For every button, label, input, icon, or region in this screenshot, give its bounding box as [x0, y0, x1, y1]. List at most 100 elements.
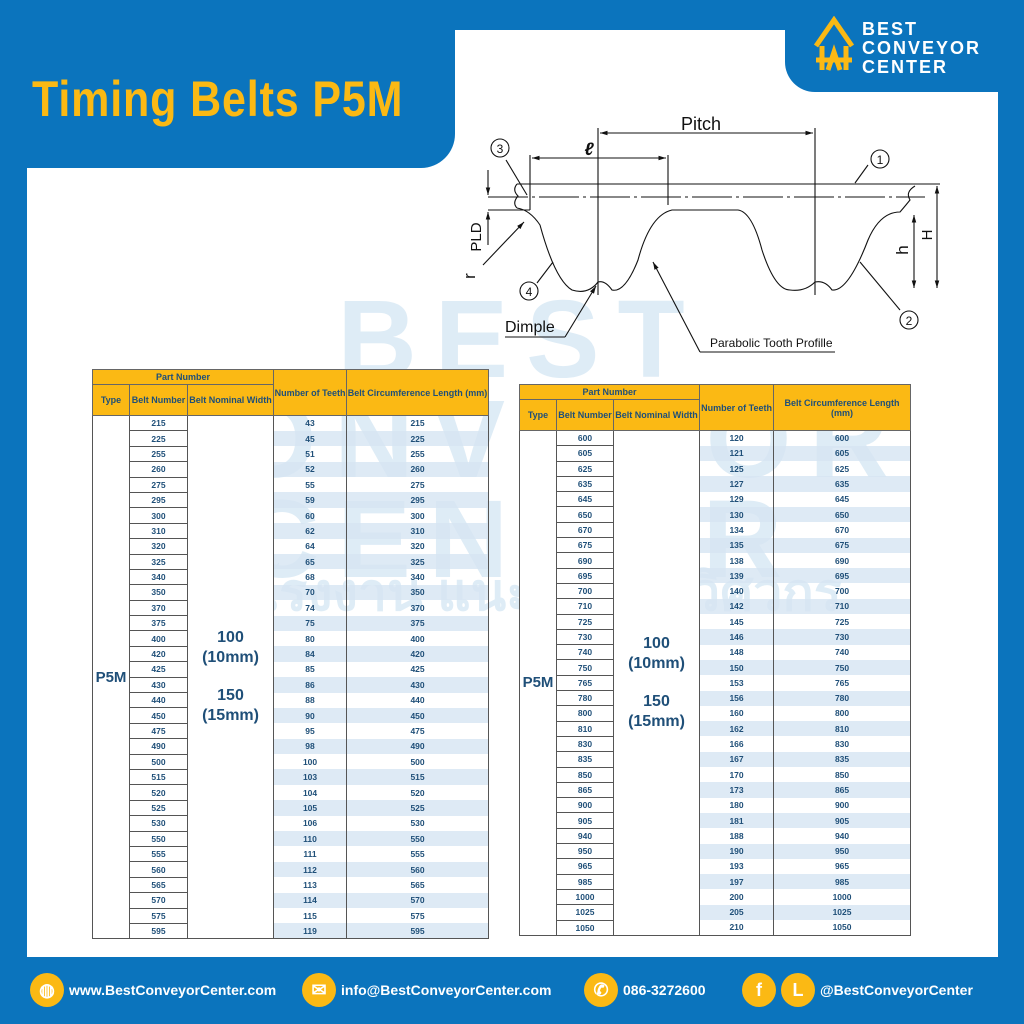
circumference-cell: 550: [346, 831, 490, 847]
teeth-cell: 142: [699, 598, 775, 615]
teeth-cell: 173: [699, 782, 775, 798]
belt-number-cell: 940: [556, 827, 614, 845]
belt-number-cell: 965: [556, 858, 614, 875]
circumference-cell: 325: [346, 554, 490, 570]
circumference-cell: 215: [346, 415, 490, 431]
table-row: 310 62 310: [93, 522, 490, 540]
belt-number-cell: 560: [129, 861, 188, 878]
belt-number-cell: 905: [556, 812, 614, 829]
table-row: 605 121 605: [520, 445, 912, 462]
belt-number-cell: 1000: [556, 888, 614, 906]
table-row: 450 90 450: [93, 707, 490, 724]
teeth-cell: 84: [273, 646, 348, 662]
teeth-cell: 170: [699, 767, 775, 783]
table-row: 835 167 835: [520, 751, 912, 768]
teeth-cell: 129: [699, 491, 775, 507]
table-row: 850 170 850: [520, 766, 912, 783]
circumference-cell: 730: [773, 629, 912, 645]
teeth-cell: 106: [273, 815, 348, 832]
table-row: 950 190 950: [520, 843, 912, 860]
circumference-cell: 450: [346, 707, 490, 724]
footer-phone[interactable]: ✆ 086-3272600: [584, 973, 706, 1007]
belt-number-cell: 605: [556, 445, 614, 462]
table-row: 300 60 300: [93, 507, 490, 524]
footer-website[interactable]: ◍ www.BestConveyorCenter.com: [30, 973, 276, 1007]
dimple-label: Dimple: [505, 319, 555, 336]
table-row: 515 103 515: [93, 768, 490, 786]
teeth-cell: 70: [273, 584, 348, 601]
teeth-cell: 114: [273, 892, 348, 908]
circumference-cell: 905: [773, 812, 912, 829]
belt-number-cell: 625: [556, 460, 614, 477]
circumference-cell: 1025: [773, 904, 912, 920]
teeth-cell: 115: [273, 908, 348, 924]
callout-2: 2: [906, 314, 913, 328]
belt-number-cell: 275: [129, 476, 188, 493]
teeth-cell: 74: [273, 600, 348, 616]
teeth-cell: 65: [273, 554, 348, 570]
circumference-cell: 560: [346, 861, 490, 878]
circumference-cell: 565: [346, 877, 490, 893]
belt-number-cell: 525: [129, 799, 188, 817]
email-link[interactable]: info@BestConveyorCenter.com: [341, 982, 552, 998]
table-row: 260 52 260: [93, 461, 490, 478]
table-row: 400 80 400: [93, 630, 490, 647]
table-row: 830 166 830: [520, 735, 912, 753]
belt-number-cell: 350: [129, 584, 188, 601]
table-row: 490 98 490: [93, 738, 490, 755]
table-row: 425 85 425: [93, 661, 490, 678]
teeth-cell: 100: [273, 754, 348, 770]
callout-1: 1: [877, 153, 884, 167]
teeth-cell: 59: [273, 492, 348, 508]
teeth-cell: 80: [273, 630, 348, 647]
circumference-cell: 500: [346, 754, 490, 770]
belt-number-cell: 675: [556, 537, 614, 554]
title-banner: Timing Belts P5M: [0, 0, 455, 168]
teeth-cell: 210: [699, 920, 775, 936]
line-icon[interactable]: L: [781, 973, 815, 1007]
footer-social[interactable]: f L @BestConveyorCenter: [742, 973, 973, 1007]
phone-number[interactable]: 086-3272600: [623, 982, 706, 998]
table-row: 710 142 710: [520, 598, 912, 615]
table-row: P5M 600 100 (10mm) 150 (15mm) 120 600: [519, 429, 912, 936]
teeth-cell: 200: [699, 889, 775, 905]
circumference-cell: 985: [773, 874, 912, 890]
teeth-cell: 162: [699, 721, 775, 737]
width-15mm: (15mm): [628, 712, 685, 730]
table-row: 965 193 965: [520, 858, 912, 875]
circumference-cell: 275: [346, 477, 490, 493]
width-100: 100: [217, 629, 244, 647]
teeth-cell: 88: [273, 692, 348, 708]
teeth-cell: 60: [273, 507, 348, 524]
table-row: 575 115 575: [93, 907, 490, 924]
teeth-cell: 153: [699, 675, 775, 691]
table-row: 695 139 695: [520, 567, 912, 584]
circumference-cell: 575: [346, 908, 490, 924]
belt-number-cell: 800: [556, 705, 614, 722]
social-handle[interactable]: @BestConveyorCenter: [820, 982, 973, 998]
nominal-width-cell: 100 (10mm) 150 (15mm): [612, 430, 701, 936]
teeth-cell: 104: [273, 784, 348, 801]
teeth-cell: 55: [273, 477, 348, 493]
teeth-cell: 188: [699, 828, 775, 844]
facebook-icon[interactable]: f: [742, 973, 776, 1007]
profile-label: Parabolic Tooth Profille: [710, 336, 833, 350]
table-row: 625 125 625: [520, 460, 912, 477]
table-row: 420 84 420: [93, 645, 490, 663]
teeth-cell: 148: [699, 644, 775, 660]
teeth-cell: 134: [699, 522, 775, 538]
circumference-cell: 295: [346, 492, 490, 508]
circumference-cell: 765: [773, 675, 912, 691]
table-row: 1000 200 1000: [520, 888, 912, 906]
circumference-cell: 420: [346, 646, 490, 662]
circumference-cell: 1050: [773, 920, 912, 936]
table-row: 350 70 350: [93, 584, 490, 601]
teeth-cell: 146: [699, 629, 775, 645]
belt-number-cell: 830: [556, 735, 614, 753]
website-link[interactable]: www.BestConveyorCenter.com: [69, 982, 277, 998]
footer-email[interactable]: ✉ info@BestConveyorCenter.com: [302, 973, 551, 1007]
circumference-cell: 695: [773, 568, 912, 584]
table-row: 370 74 370: [93, 599, 490, 617]
belt-number-cell: 215: [129, 414, 188, 432]
teeth-cell: 181: [699, 812, 775, 829]
